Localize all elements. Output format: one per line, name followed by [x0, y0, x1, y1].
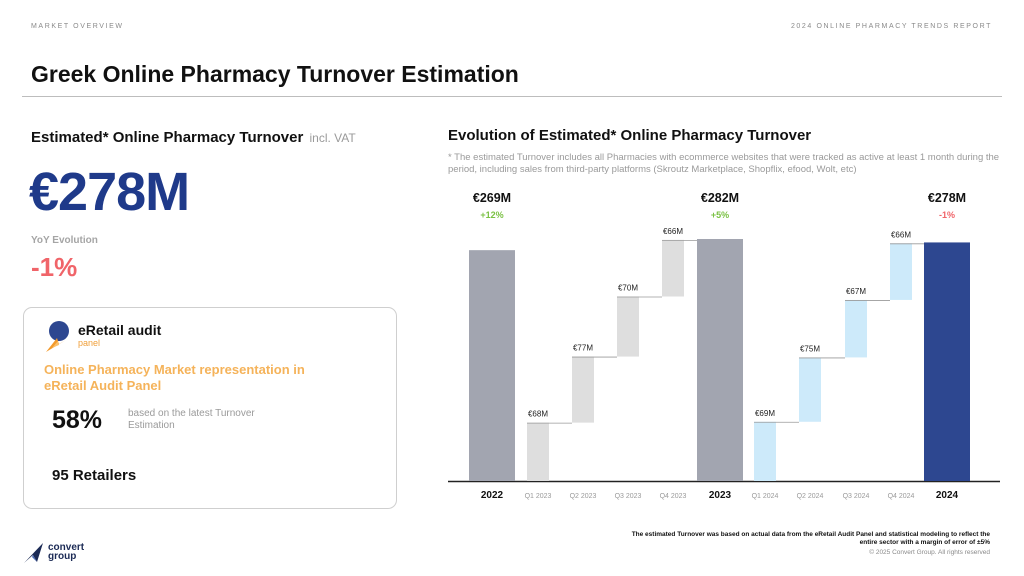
- eretail-logo-icon: [46, 321, 69, 352]
- value-label-q4-2023: €66M: [663, 227, 683, 236]
- turnover-heading-text: Estimated* Online Pharmacy Turnover: [31, 129, 304, 146]
- value-label-2022: €269M: [473, 191, 511, 205]
- eretail-brand-sub: panel: [78, 338, 101, 348]
- panel-heading: Online Pharmacy Market representation in…: [44, 362, 305, 393]
- tick-label-q4-2023: Q4 2023: [660, 493, 687, 500]
- yoy-label: YoY Evolution: [31, 235, 98, 246]
- chart-heading: Evolution of Estimated* Online Pharmacy …: [448, 127, 812, 144]
- value-label-q3-2023: €70M: [618, 283, 638, 292]
- change-label-2022: +12%: [480, 210, 503, 220]
- bar-q2-2024: [799, 357, 821, 422]
- convert-group-logo-text: convert group: [48, 542, 85, 562]
- turnover-heading: Estimated* Online Pharmacy Turnover incl…: [31, 129, 356, 146]
- page-title: Greek Online Pharmacy Turnover Estimatio…: [31, 61, 519, 87]
- bar-q4-2023: [662, 239, 684, 297]
- turnover-waterfall-chart: €269M +12% 2022 €68M Q1 2023 €77M Q2 2023 €70M Q…: [448, 191, 1000, 501]
- tick-label-2022: 2022: [481, 490, 504, 501]
- tick-label-q1-2024: Q1 2024: [752, 493, 779, 500]
- bar-q1-2023: [527, 422, 549, 481]
- change-label-2023: +5%: [711, 210, 729, 220]
- change-label-2024: -1%: [939, 210, 955, 220]
- turnover-value: €278M: [29, 162, 190, 222]
- convert-group-logo-icon: [24, 543, 43, 563]
- eretail-panel-card: eRetail audit panel Online Pharmacy Mark…: [23, 307, 397, 509]
- panel-percent: 58%: [52, 406, 103, 434]
- eretail-brand: eRetail audit: [78, 322, 162, 338]
- value-label-q1-2023: €68M: [528, 410, 548, 419]
- copyright: © 2025 Convert Group. All rights reserve…: [869, 549, 990, 556]
- bar-q3-2024: [845, 299, 867, 358]
- yoy-value: -1%: [31, 252, 78, 282]
- tick-label-q2-2023: Q2 2023: [570, 493, 597, 500]
- turnover-heading-suffix: incl. VAT: [309, 131, 356, 145]
- title-divider: [22, 96, 1002, 97]
- value-label-2024: €278M: [928, 191, 966, 205]
- logo-text-group: group: [48, 551, 77, 562]
- value-label-q4-2024: €66M: [891, 230, 911, 239]
- chart-footnote: * The estimated Turnover includes all Ph…: [448, 152, 1000, 175]
- bar-2023: [697, 239, 743, 481]
- tick-label-q1-2023: Q1 2023: [525, 493, 552, 500]
- tick-label-q2-2024: Q2 2024: [797, 493, 824, 500]
- value-label-q2-2023: €77M: [573, 344, 593, 353]
- tick-label-2024: 2024: [936, 490, 959, 501]
- methodology-note: The estimated Turnover was based on actu…: [631, 531, 990, 546]
- tick-label-q3-2024: Q3 2024: [843, 493, 870, 500]
- tick-label-q3-2023: Q3 2023: [615, 493, 642, 500]
- value-label-q2-2024: €75M: [800, 344, 820, 353]
- bar-2024: [924, 242, 970, 481]
- tick-label-q4-2024: Q4 2024: [888, 493, 915, 500]
- bar-q3-2023: [617, 296, 639, 357]
- logo-text-convert: convert: [48, 542, 85, 553]
- bar-2022: [469, 250, 515, 481]
- bar-q4-2024: [890, 243, 912, 300]
- section-label: MARKET OVERVIEW: [31, 23, 124, 30]
- report-label: 2024 ONLINE PHARMACY TRENDS REPORT: [790, 23, 992, 30]
- tick-label-2023: 2023: [709, 490, 732, 501]
- bar-q1-2024: [754, 421, 776, 481]
- bar-q2-2023: [572, 356, 594, 423]
- value-label-q3-2024: €67M: [846, 287, 866, 296]
- panel-percent-note: based on the latest Turnover Estimation: [128, 408, 255, 431]
- value-label-q1-2024: €69M: [755, 409, 775, 418]
- panel-retailers: 95 Retailers: [52, 467, 137, 484]
- value-label-2023: €282M: [701, 191, 739, 205]
